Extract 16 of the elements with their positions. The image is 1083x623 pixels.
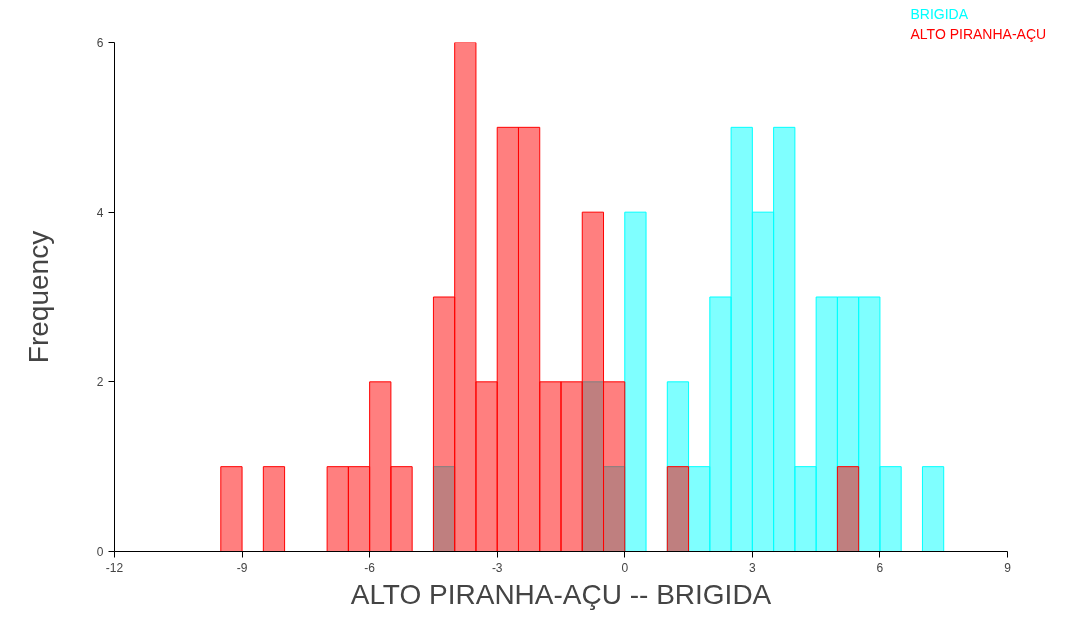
- x-axis-title: ALTO PIRANHA-AÇU -- BRIGIDA: [350, 578, 772, 610]
- y-tick-label: 0: [96, 545, 104, 559]
- x-tick-label: -3: [491, 560, 503, 575]
- x-tick-label: 3: [749, 560, 757, 575]
- x-tick-label: 9: [1004, 560, 1012, 575]
- x-tick-label: -12: [105, 560, 124, 575]
- x-tick-label: -9: [236, 560, 248, 575]
- text: ALTO PIRANHA-AÇU: [910, 25, 1047, 42]
- x-tick-label: 0: [621, 560, 629, 575]
- y-tick-label: 2: [96, 375, 104, 390]
- y-tick-label: 6: [96, 36, 104, 50]
- x-tick-label: -6: [364, 560, 376, 575]
- y-tick-label: 4: [96, 205, 104, 220]
- y-axis-title: Frequency: [22, 230, 54, 364]
- x-tick-label: 6: [876, 560, 884, 575]
- text: BRIGIDA: [910, 5, 969, 22]
